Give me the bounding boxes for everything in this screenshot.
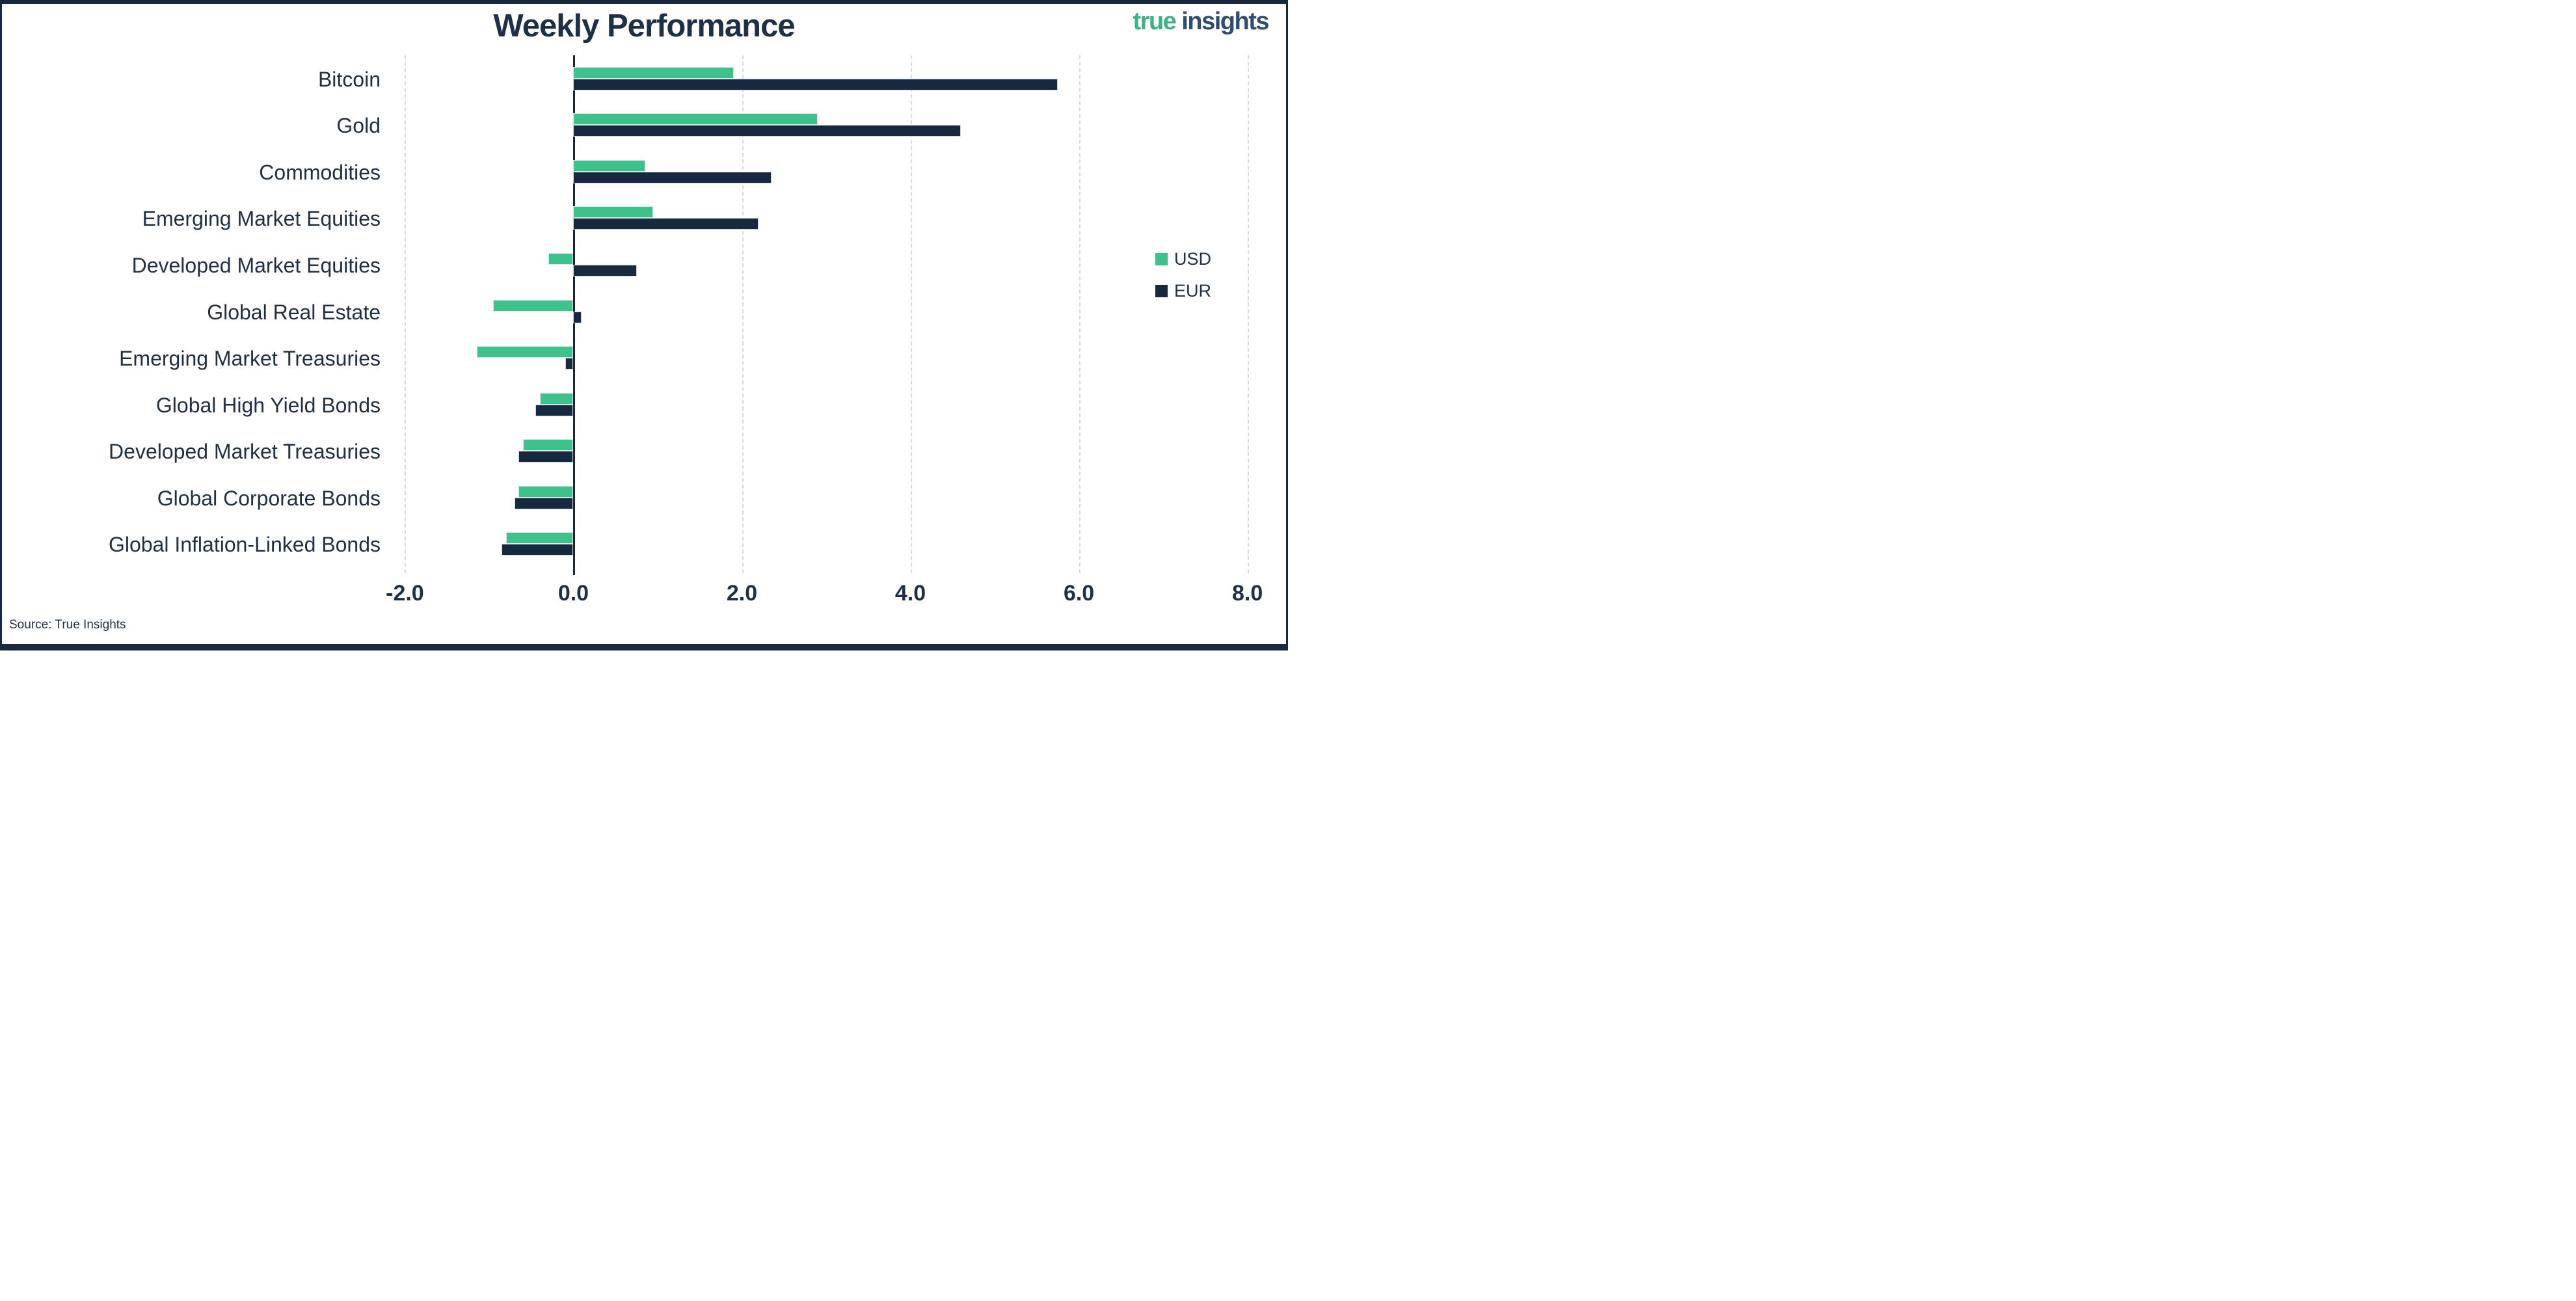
legend-label-usd: USD <box>1174 249 1212 269</box>
x-tick-label: 4.0 <box>894 581 926 606</box>
usd-bar <box>505 532 574 544</box>
frame-border-right <box>1286 0 1288 650</box>
usd-bar <box>573 113 818 126</box>
eur-bar <box>502 544 574 556</box>
eur-bar <box>565 358 574 370</box>
usd-bar <box>573 66 734 79</box>
eur-bar <box>573 125 961 137</box>
frame-border-bottom <box>0 644 1288 650</box>
eur-bar <box>514 497 574 509</box>
eur-bar <box>535 404 574 416</box>
eur-bar <box>518 451 574 463</box>
category-label: Global Inflation-Linked Bonds <box>108 533 381 557</box>
eur-bar <box>573 311 582 323</box>
x-tick-label: 6.0 <box>1063 581 1095 606</box>
legend-item-usd: USD <box>1155 250 1211 268</box>
legend: USD EUR <box>1155 250 1211 314</box>
logo-insights-text: insights <box>1181 8 1269 35</box>
category-label: Developed Market Equities <box>131 253 381 277</box>
category-label: Emerging Market Treasuries <box>119 347 381 371</box>
logo-true-text: true <box>1133 8 1177 35</box>
category-label: Commodities <box>259 160 381 184</box>
frame-border-top <box>0 0 1288 4</box>
chart-frame: Weekly Performance true insights -2.0 0.0 2… <box>0 0 1288 650</box>
gridline <box>405 55 407 573</box>
gridline <box>1079 55 1080 573</box>
legend-swatch-eur <box>1155 285 1168 297</box>
category-label: Bitcoin <box>317 67 381 91</box>
gridline <box>1247 55 1249 573</box>
true-insights-logo: true insights <box>1133 8 1270 36</box>
chart-title: Weekly Performance <box>493 8 795 44</box>
category-label: Gold <box>336 114 381 138</box>
source-note: Source: True Insights <box>9 618 126 632</box>
x-tick-label: 8.0 <box>1231 581 1263 606</box>
eur-bar <box>573 78 1058 90</box>
legend-swatch-usd <box>1155 253 1168 265</box>
usd-bar <box>522 439 574 451</box>
x-tick-label: -2.0 <box>386 581 424 606</box>
legend-item-eur: EUR <box>1155 282 1211 300</box>
eur-bar <box>573 171 771 183</box>
legend-label-eur: EUR <box>1174 281 1212 301</box>
category-label: Global Corporate Bonds <box>157 486 381 510</box>
category-label: Developed Market Treasuries <box>109 440 381 464</box>
plot-area: -2.0 0.0 2.0 4.0 6.0 8.0 Bitcoin Gold Commoditie… <box>0 0 1288 650</box>
gridline <box>742 55 744 573</box>
usd-bar <box>573 159 645 172</box>
usd-bar <box>548 252 574 265</box>
x-tick-label: 0.0 <box>557 581 589 606</box>
category-label: Emerging Market Equities <box>142 207 381 231</box>
gridline <box>910 55 912 573</box>
usd-bar <box>573 206 654 219</box>
frame-border-left <box>0 0 2 650</box>
category-label: Global High Yield Bonds <box>155 393 381 417</box>
eur-bar <box>573 218 759 230</box>
x-tick-label: 2.0 <box>726 581 758 606</box>
usd-bar <box>539 392 574 405</box>
category-label: Global Real Estate <box>207 300 381 324</box>
usd-bar <box>476 346 574 358</box>
usd-bar <box>493 299 574 312</box>
eur-bar <box>573 264 637 276</box>
usd-bar <box>518 485 574 498</box>
